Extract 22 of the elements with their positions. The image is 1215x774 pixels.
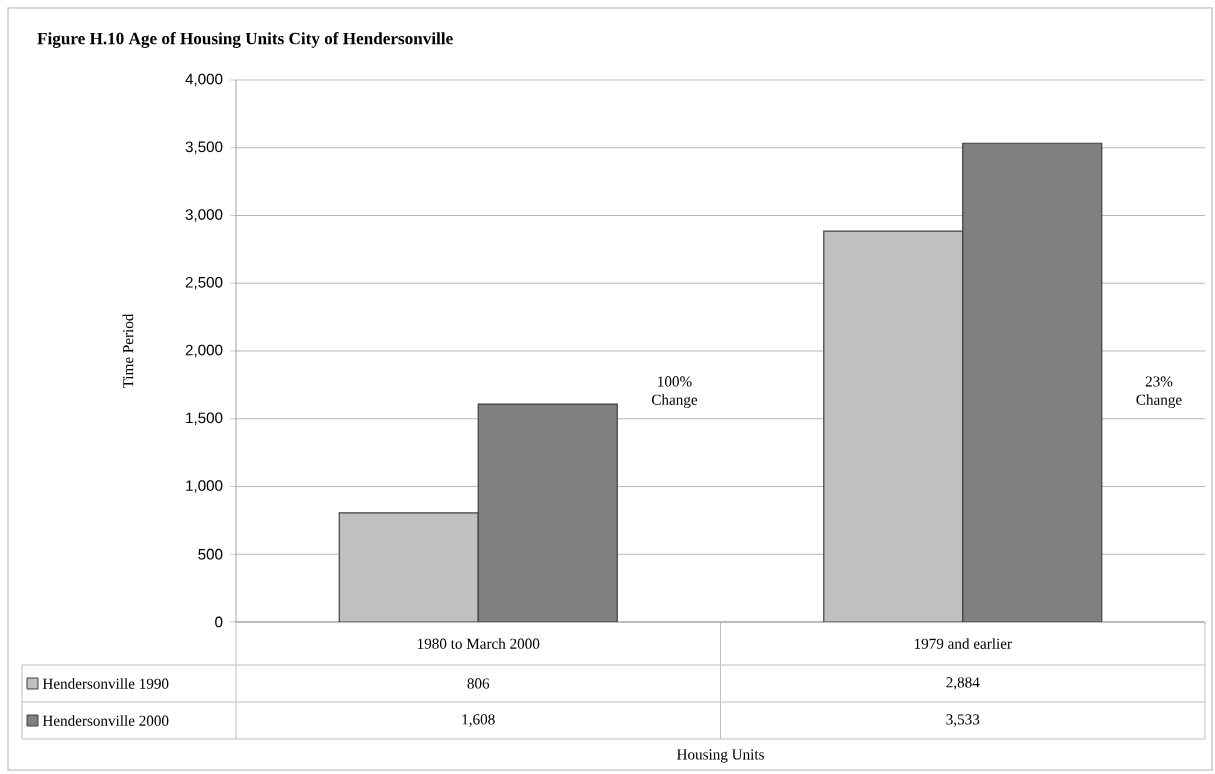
legend-label: Hendersonville 1990: [42, 678, 169, 689]
y-tick-label: 4,000: [185, 73, 223, 87]
y-tick-label: 0: [215, 616, 223, 628]
annotation: 100% Change: [651, 376, 698, 409]
y-axis-title: Time Period: [122, 313, 134, 389]
legend-label: Hendersonville 2000: [42, 715, 169, 726]
data-label: 3,533: [946, 714, 980, 727]
data-label: 806: [467, 678, 490, 689]
y-tick-label: 3,500: [185, 141, 223, 154]
x-tick-label: 1979 and earlier: [914, 638, 1012, 649]
data-label: 2,884: [946, 677, 980, 690]
y-tick-label: 2,000: [185, 344, 223, 358]
annotation: 23% Change: [1136, 376, 1182, 409]
x-tick-label: 1980 to March 2000: [417, 638, 540, 649]
chart-title: Figure H.10 Age of Housing Units City of Hendersonville: [37, 32, 453, 48]
y-tick-label: 500: [198, 548, 223, 560]
text: Housing Units: [676, 749, 764, 763]
y-tick-label: 3,000: [185, 209, 223, 222]
y-tick-label: 1,500: [186, 412, 223, 425]
y-tick-label: 2,500: [185, 276, 223, 290]
y-tick-label: 1,000: [186, 480, 223, 493]
data-label: 1,608: [462, 714, 495, 727]
